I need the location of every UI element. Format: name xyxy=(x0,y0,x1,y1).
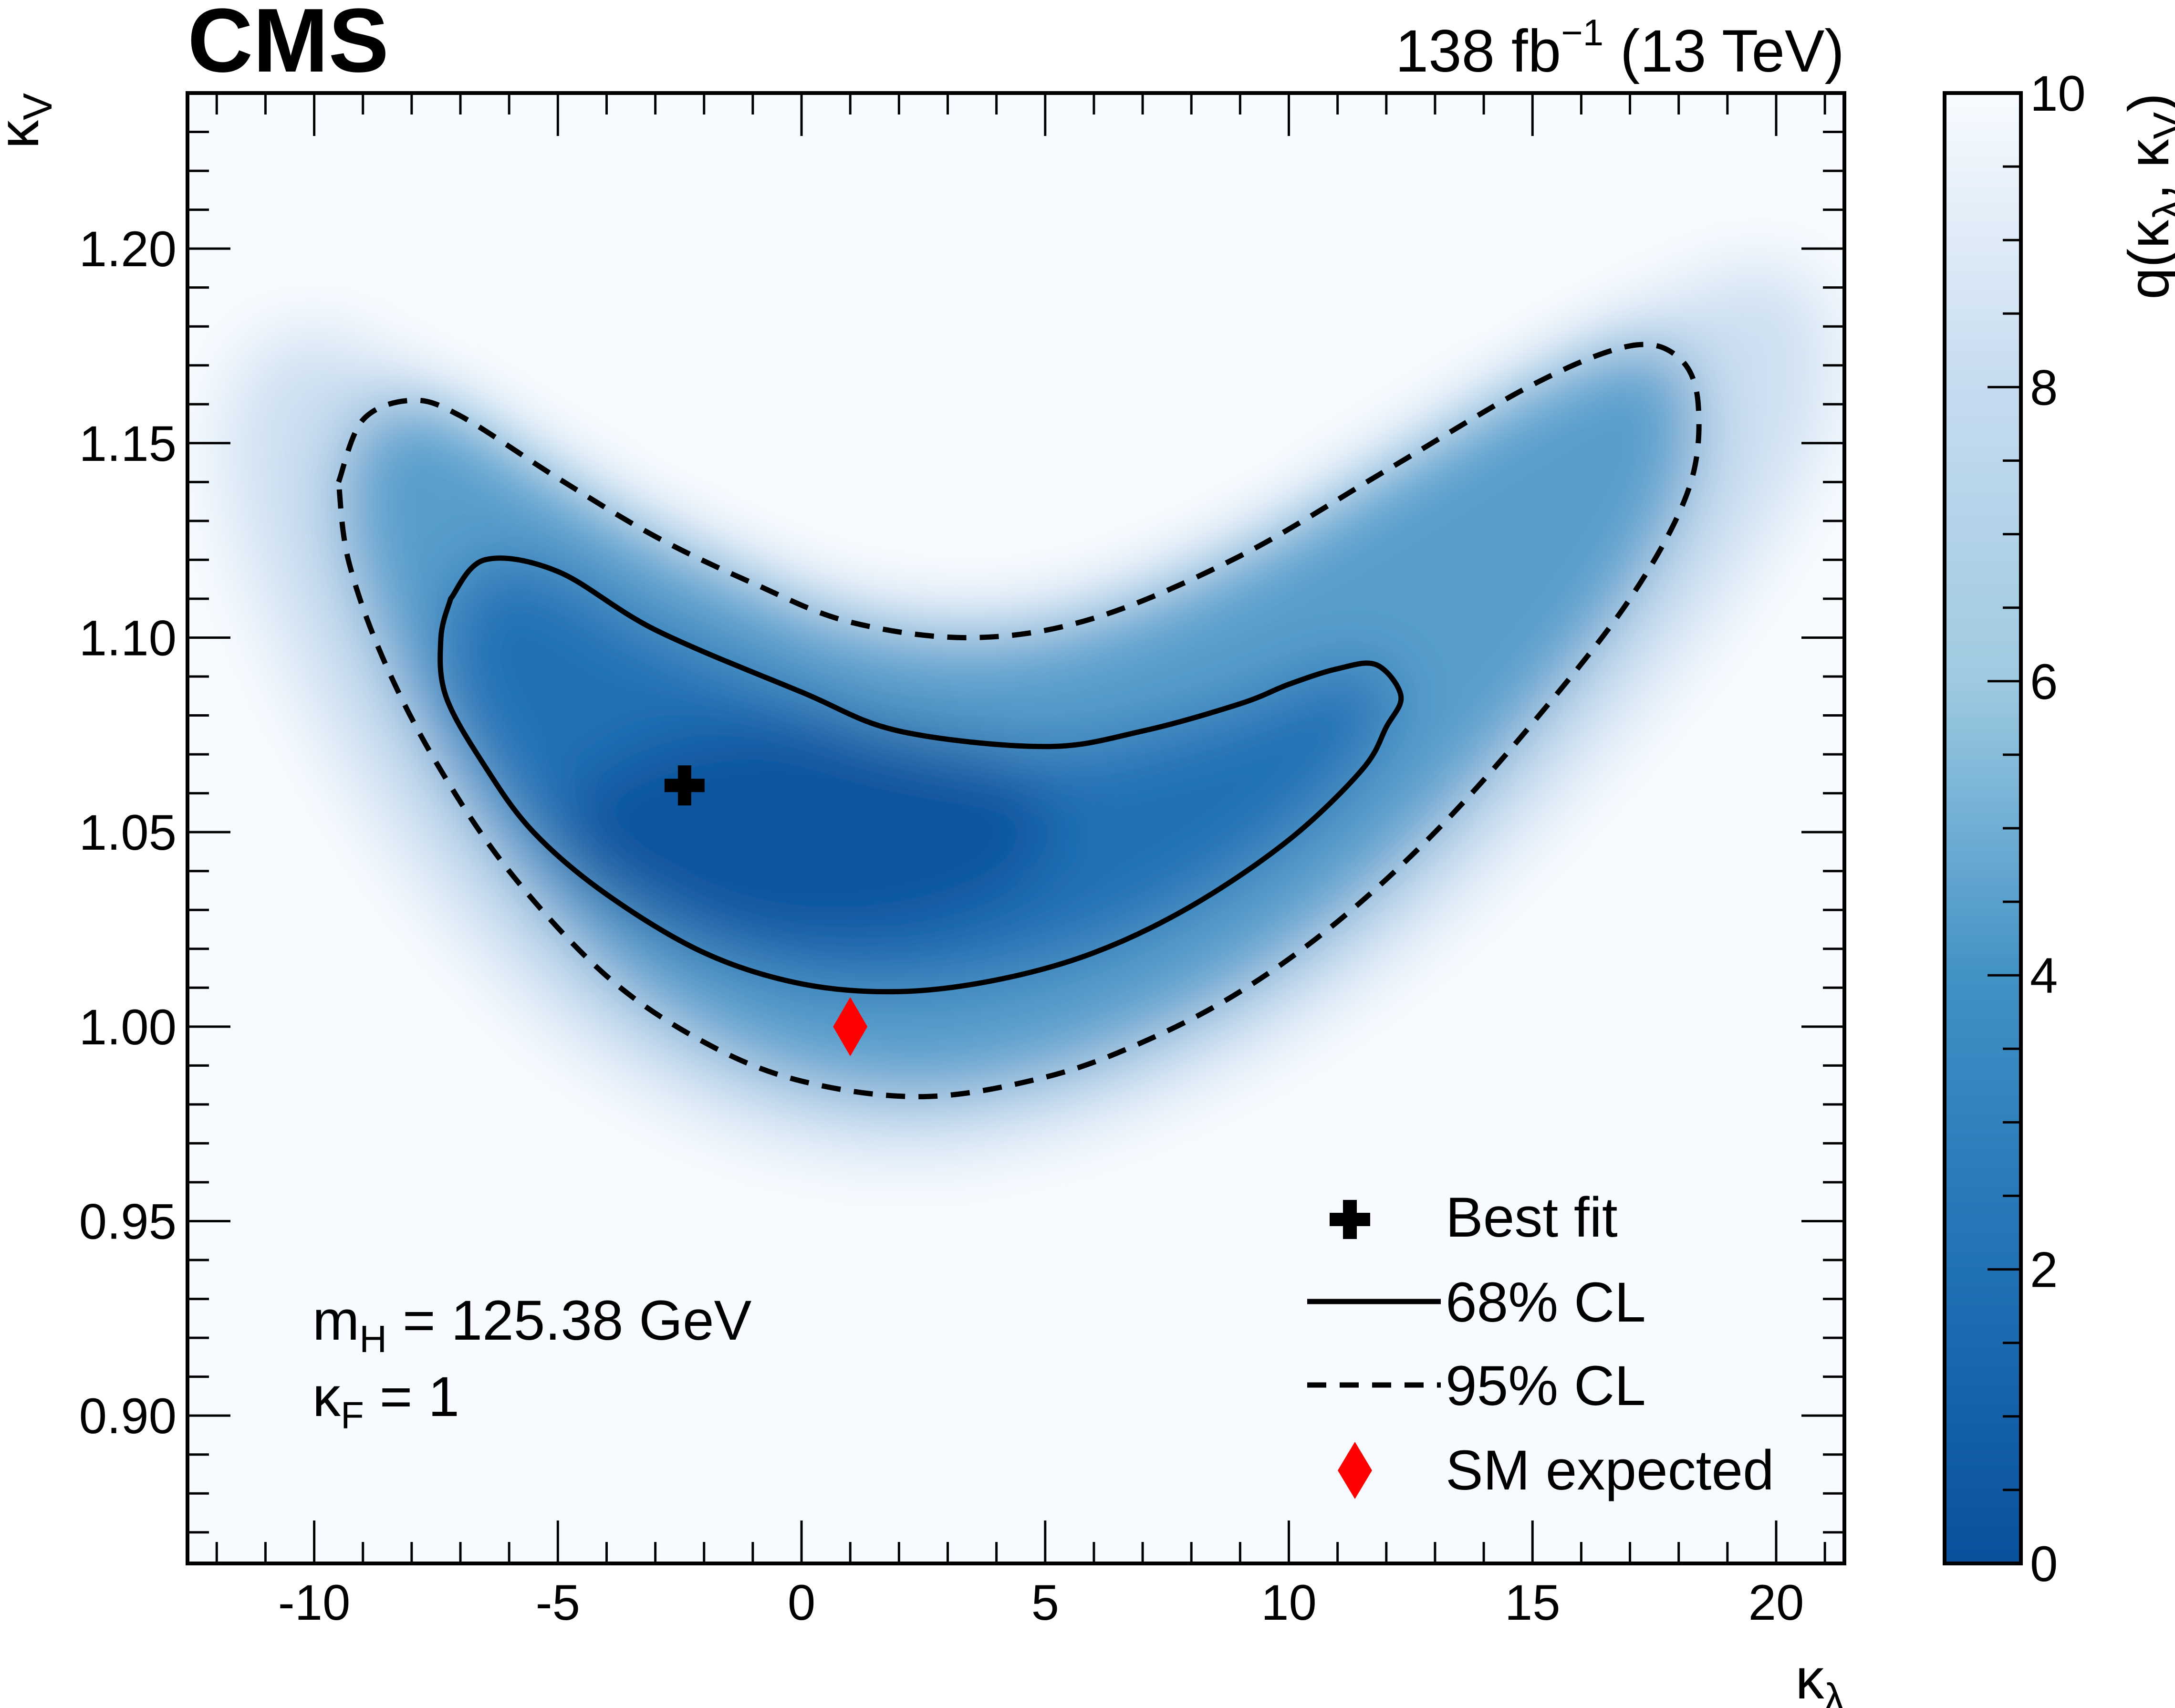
sm-expected-marker xyxy=(833,997,868,1056)
x-tick-labels: -10 -5 0 5 10 15 20 xyxy=(278,1575,1804,1631)
y-tick-label: 1.00 xyxy=(79,1000,177,1055)
colorbar: 0 2 4 6 8 10 q(κλ, κV) xyxy=(1943,66,2175,1592)
cms-logo: CMS xyxy=(187,0,389,91)
y-tick-label: 0.95 xyxy=(79,1194,177,1250)
y-tick-labels: 0.90 0.95 1.00 1.05 1.10 1.15 1.20 xyxy=(79,221,177,1444)
contour-95cl xyxy=(336,342,1702,1100)
colorbar-tick-label: 2 xyxy=(2030,1242,2058,1298)
colorbar-tick-label: 6 xyxy=(2030,654,2058,710)
y-tick-label: 1.15 xyxy=(79,416,177,472)
y-tick-label: 0.90 xyxy=(79,1388,177,1444)
heatmap-core-region xyxy=(558,722,1055,942)
colorbar-title: q(κλ, κV) xyxy=(2117,93,2175,300)
legend-sm-expected-symbol xyxy=(1338,1442,1372,1499)
axis-ticks xyxy=(187,92,1844,1563)
legend-sm-expected-label: SM expected xyxy=(1446,1439,1774,1502)
x-tick-label: -5 xyxy=(536,1575,580,1631)
x-tick-label: 10 xyxy=(1261,1575,1317,1631)
colorbar-tick-label: 0 xyxy=(2030,1536,2058,1592)
best-fit-marker xyxy=(664,765,705,806)
x-tick-label: 0 xyxy=(788,1575,815,1631)
legend-best-fit-label: Best fit xyxy=(1446,1186,1618,1249)
colorbar-tick-label: 10 xyxy=(2030,66,2086,122)
contour-68cl xyxy=(437,555,1404,995)
heatmap xyxy=(187,93,1844,1563)
y-tick-label: 1.05 xyxy=(79,805,177,861)
x-tick-label: 5 xyxy=(1031,1575,1059,1631)
kappa-f-annotation: κF = 1 xyxy=(312,1365,459,1437)
legend: Best fit 68% CL 95% CL SM expected xyxy=(1307,1186,1774,1502)
colorbar-frame xyxy=(1943,91,2023,1565)
legend-best-fit-symbol xyxy=(1330,1200,1370,1239)
x-tick-label: 20 xyxy=(1748,1575,1804,1631)
y-tick-label: 1.20 xyxy=(79,221,177,277)
lumi-label: 138 fb−1 (13 TeV) xyxy=(1395,11,1844,84)
y-axis-title: κV xyxy=(0,93,61,149)
colorbar-tick-labels: 0 2 4 6 8 10 xyxy=(2030,66,2086,1592)
legend-68cl-label: 68% CL xyxy=(1446,1271,1646,1334)
colorbar-tick-label: 8 xyxy=(2030,360,2058,416)
plot-frame xyxy=(186,91,1846,1565)
colorbar-tick-label: 4 xyxy=(2030,948,2058,1004)
x-tick-label: -10 xyxy=(278,1575,351,1631)
x-tick-label: 15 xyxy=(1505,1575,1561,1631)
higgs-mass-annotation: mH = 125.38 GeV xyxy=(312,1289,752,1360)
x-axis-title: κλ xyxy=(1796,1647,1845,1708)
y-tick-label: 1.10 xyxy=(79,610,177,666)
legend-95cl-label: 95% CL xyxy=(1446,1354,1646,1417)
